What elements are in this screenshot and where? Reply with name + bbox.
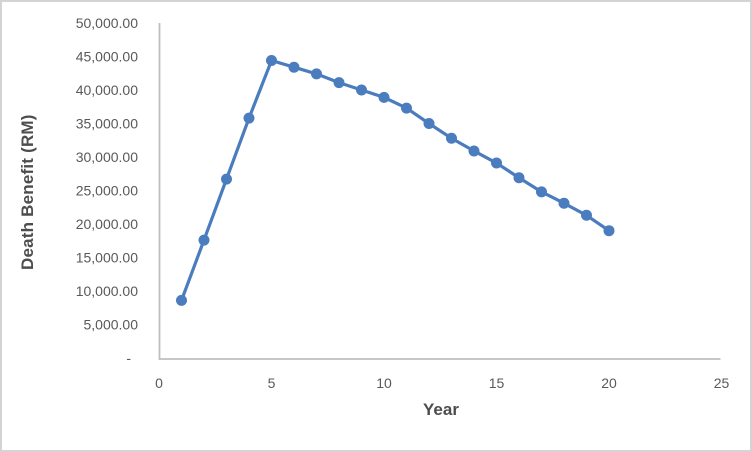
- y-axis-tick-label: 10,000.00: [76, 283, 138, 299]
- data-point-marker: [581, 209, 592, 221]
- x-axis-tick-label: 0: [155, 375, 163, 391]
- data-point-marker: [558, 197, 570, 209]
- data-point-marker: [266, 55, 277, 67]
- data-point-marker: [378, 91, 390, 103]
- axes: [158, 23, 721, 360]
- data-point-marker: [356, 84, 367, 96]
- series-group: [176, 55, 615, 306]
- x-axis-title: Year: [423, 400, 459, 419]
- data-point-marker: [603, 225, 615, 237]
- x-axis-tick-label: 15: [489, 375, 505, 391]
- data-point-marker: [423, 118, 435, 129]
- data-point-marker: [311, 68, 322, 80]
- data-point-marker: [513, 172, 525, 184]
- x-axis-tick-label: 10: [376, 375, 392, 391]
- data-point-marker: [536, 186, 547, 198]
- data-point-marker: [176, 294, 187, 306]
- data-point-marker: [468, 145, 480, 157]
- data-point-marker: [243, 112, 255, 124]
- data-point-marker: [333, 77, 345, 89]
- y-axis-tick-label: 15,000.00: [76, 250, 138, 266]
- x-axis-tick-label: 20: [601, 375, 617, 391]
- y-axis-tick-label: 5,000.00: [84, 317, 139, 333]
- y-axis-tick-label: -: [126, 350, 131, 366]
- y-axis-title: Death Benefit (RM): [18, 114, 37, 271]
- data-point-marker: [198, 234, 210, 246]
- data-point-marker: [446, 132, 457, 144]
- y-axis-tick-label: 40,000.00: [76, 82, 138, 98]
- data-point-marker: [401, 102, 412, 114]
- data-point-marker: [491, 157, 502, 169]
- y-axis-tick-label: 35,000.00: [76, 116, 138, 132]
- x-axis-tick-label: 25: [714, 375, 730, 391]
- x-axis-tick-label: 5: [268, 375, 276, 391]
- y-axis-tick-labels: - 5,000.00 10,000.00 15,000.00 20,000.00 25,0…: [76, 15, 139, 366]
- y-axis-tick-label: 25,000.00: [76, 183, 138, 199]
- series-line: [179, 58, 611, 302]
- y-axis-tick-label: 30,000.00: [76, 149, 138, 165]
- y-axis-tick-label: 45,000.00: [76, 49, 138, 65]
- x-axis-tick-labels: 0 5 10 15 20 25: [155, 375, 729, 391]
- y-axis-tick-label: 50,000.00: [76, 15, 138, 31]
- y-axis-tick-label: 20,000.00: [76, 216, 138, 232]
- data-point-marker: [288, 61, 300, 73]
- data-point-marker: [221, 173, 232, 185]
